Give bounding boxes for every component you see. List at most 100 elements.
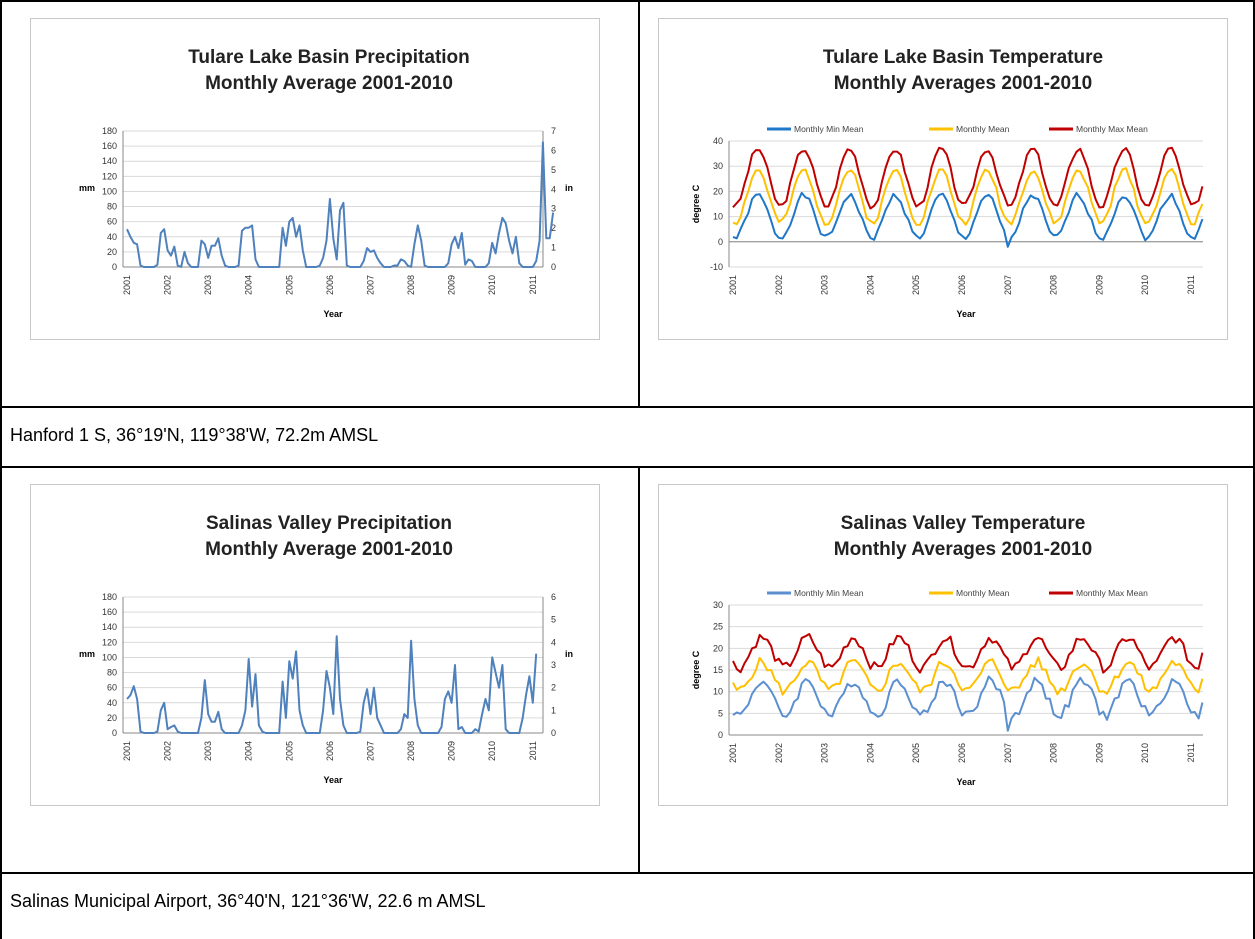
table-divider-col-2 (638, 466, 640, 874)
series-line-precipitation (126, 141, 555, 268)
chart-svg-tulare-precipitation: Tulare Lake Basin Precipitation Monthly A… (79, 47, 573, 319)
y-axis-label: degree C (691, 184, 701, 223)
y-axis-label: mm (79, 649, 95, 659)
x-tick-label: 2003 (203, 275, 213, 295)
x-tick-label: 2006 (957, 275, 967, 295)
y-tick-label: 10 (713, 687, 723, 697)
x-tick-label: 2006 (325, 741, 335, 761)
y-tick-label: 15 (713, 665, 723, 675)
y-tick-label: 60 (107, 683, 117, 693)
y2-tick-label: 0 (551, 728, 556, 738)
y2-tick-label: 3 (551, 204, 556, 214)
y-tick-label: 20 (713, 186, 723, 196)
series-line-monthly-mean (732, 167, 1204, 226)
x-tick-label: 2009 (447, 741, 457, 761)
y-tick-label: 0 (112, 262, 117, 272)
y-tick-label: 0 (112, 728, 117, 738)
y-tick-label: 30 (713, 161, 723, 171)
x-tick-label: 2005 (284, 741, 294, 761)
table-border-top (0, 0, 1255, 2)
table-divider-col-1 (638, 0, 640, 408)
y2-tick-label: 2 (551, 683, 556, 693)
x-tick-label: 2004 (865, 743, 875, 763)
y-tick-label: 30 (713, 600, 723, 610)
x-tick-label: 2009 (1094, 743, 1104, 763)
y2-tick-label: 4 (551, 637, 556, 647)
x-tick-label: 2011 (528, 741, 538, 760)
x-tick-label: 2011 (1186, 275, 1196, 294)
x-tick-label: 2003 (203, 741, 213, 761)
y-tick-label: 25 (713, 622, 723, 632)
table-divider-row-1 (0, 406, 1255, 408)
y2-axis-label: in (565, 183, 573, 193)
y-tick-label: 20 (107, 247, 117, 257)
x-tick-label: 2002 (774, 743, 784, 763)
series-line-monthly-max-mean (732, 633, 1204, 674)
y2-tick-label: 2 (551, 223, 556, 233)
station-caption-salinas: Salinas Municipal Airport, 36°40'N, 121°… (10, 891, 486, 911)
x-tick-label: 2010 (1140, 275, 1150, 295)
chart-salinas-temperature: Salinas Valley Temperature Monthly Averag… (658, 484, 1228, 806)
legend-label: Monthly Min Mean (794, 588, 864, 598)
legend-label: Monthly Min Mean (794, 124, 864, 134)
y2-tick-label: 3 (551, 660, 556, 670)
y-axis-label: degree C (691, 650, 701, 689)
chart-subtitle: Monthly Average 2001-2010 (205, 73, 453, 94)
y2-axis-label: in (565, 649, 573, 659)
series-line-monthly-min-mean (732, 191, 1204, 248)
x-tick-label: 2002 (163, 275, 173, 295)
chart-subtitle: Monthly Average 2001-2010 (205, 539, 453, 560)
x-tick-label: 2001 (728, 743, 738, 763)
y-tick-label: 140 (102, 622, 117, 632)
chart-title: Tulare Lake Basin Precipitation (188, 47, 470, 68)
x-tick-label: 2004 (865, 275, 875, 295)
chart-title: Salinas Valley Temperature (841, 513, 1086, 534)
y-tick-label: 0 (718, 730, 723, 740)
x-tick-label: 2010 (487, 741, 497, 761)
y-tick-label: 160 (102, 141, 117, 151)
chart-title: Tulare Lake Basin Temperature (823, 47, 1103, 68)
chart-plot-group: Salinas Valley Temperature Monthly Averag… (691, 513, 1204, 787)
chart-tulare-temperature: Tulare Lake Basin Temperature Monthly Ave… (658, 18, 1228, 340)
y-tick-label: 80 (107, 202, 117, 212)
y-tick-label: 10 (713, 212, 723, 222)
x-tick-label: 2010 (1140, 743, 1150, 763)
x-axis-label: Year (323, 775, 343, 785)
y2-tick-label: 0 (551, 262, 556, 272)
chart-subtitle: Monthly Averages 2001-2010 (834, 73, 1092, 94)
x-tick-label: 2008 (406, 275, 416, 295)
table-divider-row-2 (0, 466, 1255, 468)
x-axis-label: Year (323, 309, 343, 319)
y2-tick-label: 5 (551, 615, 556, 625)
station-caption-hanford: Hanford 1 S, 36°19'N, 119°38'W, 72.2m AM… (10, 425, 379, 445)
y-tick-label: 120 (102, 637, 117, 647)
legend-label: Monthly Max Mean (1076, 124, 1148, 134)
y-tick-label: 160 (102, 607, 117, 617)
x-tick-label: 2007 (365, 275, 375, 295)
legend-label: Monthly Max Mean (1076, 588, 1148, 598)
chart-svg-salinas-temperature: Salinas Valley Temperature Monthly Averag… (691, 513, 1204, 787)
x-tick-label: 2007 (1003, 743, 1013, 763)
table-border-left (0, 0, 2, 939)
legend-label: Monthly Mean (956, 588, 1010, 598)
y-tick-label: 100 (102, 186, 117, 196)
y-tick-label: 180 (102, 592, 117, 602)
x-tick-label: 2009 (1094, 275, 1104, 295)
chart-salinas-precipitation: Salinas Valley Precipitation Monthly Aver… (30, 484, 600, 806)
x-tick-label: 2004 (244, 275, 254, 295)
y2-tick-label: 4 (551, 184, 556, 194)
y-tick-label: 80 (107, 668, 117, 678)
x-tick-label: 2005 (911, 275, 921, 295)
x-tick-label: 2011 (1186, 743, 1196, 762)
chart-svg-tulare-temperature: Tulare Lake Basin Temperature Monthly Ave… (691, 47, 1204, 319)
table-divider-row-3 (0, 872, 1255, 874)
x-tick-label: 2005 (911, 743, 921, 763)
y-tick-label: 100 (102, 652, 117, 662)
y2-tick-label: 7 (551, 126, 556, 136)
series-line-precipitation (126, 635, 538, 734)
x-tick-label: 2008 (1049, 743, 1059, 763)
y-tick-label: 40 (107, 698, 117, 708)
chart-plot-group: Salinas Valley Precipitation Monthly Aver… (79, 513, 573, 785)
series-line-monthly-mean (732, 656, 1204, 696)
